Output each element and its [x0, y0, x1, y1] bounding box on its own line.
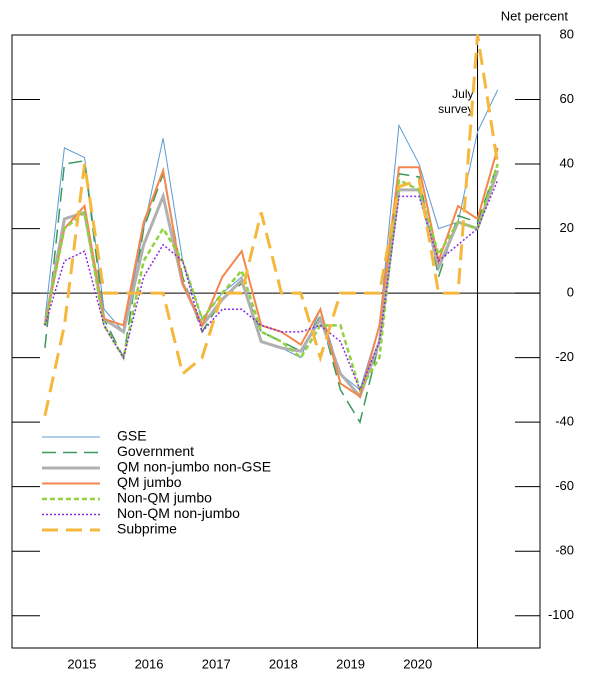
legend-label: GSE	[117, 428, 147, 444]
x-tick-label: 2016	[135, 656, 164, 671]
y-tick-label: -60	[555, 478, 574, 493]
y-tick-label: -80	[555, 543, 574, 558]
series-line	[43, 147, 499, 398]
x-tick-label: 2015	[67, 656, 96, 671]
y-tick-label: 60	[560, 91, 574, 106]
plot-frame	[11, 34, 541, 649]
x-tick-label: 2018	[269, 656, 298, 671]
legend-label: Government	[117, 443, 194, 459]
series-line	[43, 34, 500, 417]
y-tick-label: -100	[548, 607, 574, 622]
y-tick-label: -40	[555, 414, 574, 429]
legend-label: Subprime	[117, 521, 177, 537]
y-tick-label: -20	[555, 349, 574, 364]
legend-label: QM jumbo	[117, 474, 182, 490]
x-tick-label: 2020	[403, 656, 432, 671]
y-tick-label: 0	[567, 285, 574, 300]
x-tick-label: 2019	[336, 656, 365, 671]
series-line	[43, 163, 499, 393]
y-tick-label: 80	[560, 26, 574, 41]
legend-label: Non-QM jumbo	[117, 490, 212, 506]
series-line	[43, 170, 500, 400]
series-line	[44, 179, 499, 392]
y-axis-label: Net percent	[501, 8, 569, 23]
annotation: July	[452, 87, 473, 101]
y-tick-label: 40	[560, 155, 574, 170]
legend-label: QM non-jumbo non-GSE	[117, 459, 271, 475]
y-tick-label: 20	[560, 220, 574, 235]
annotation: survey	[438, 102, 473, 116]
x-tick-label: 2017	[202, 656, 231, 671]
legend-label: Non-QM non-jumbo	[117, 505, 240, 521]
